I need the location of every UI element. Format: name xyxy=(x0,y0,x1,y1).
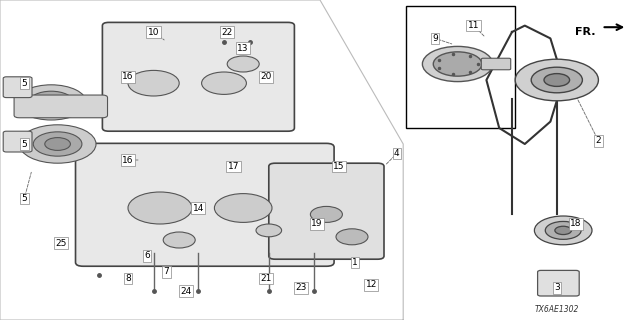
Circle shape xyxy=(40,97,63,108)
Circle shape xyxy=(310,206,342,222)
Text: 14: 14 xyxy=(193,204,204,212)
Circle shape xyxy=(33,132,82,156)
FancyBboxPatch shape xyxy=(102,22,294,131)
Text: 22: 22 xyxy=(221,28,233,36)
Circle shape xyxy=(544,74,570,86)
Circle shape xyxy=(534,216,592,245)
Text: 5: 5 xyxy=(22,79,27,88)
Text: 13: 13 xyxy=(237,44,249,52)
Text: 10: 10 xyxy=(148,28,159,36)
FancyBboxPatch shape xyxy=(3,131,32,152)
Text: 18: 18 xyxy=(570,220,582,228)
FancyBboxPatch shape xyxy=(76,143,334,266)
Circle shape xyxy=(227,56,259,72)
Text: 7: 7 xyxy=(164,268,169,276)
Circle shape xyxy=(433,52,482,76)
Circle shape xyxy=(128,192,192,224)
Circle shape xyxy=(214,194,272,222)
Circle shape xyxy=(545,221,581,239)
Circle shape xyxy=(128,70,179,96)
Circle shape xyxy=(16,85,86,120)
Circle shape xyxy=(256,224,282,237)
Text: 17: 17 xyxy=(228,162,239,171)
FancyBboxPatch shape xyxy=(269,163,384,259)
Text: 25: 25 xyxy=(55,239,67,248)
Text: 2: 2 xyxy=(596,136,601,145)
Text: 11: 11 xyxy=(468,21,479,30)
Text: 12: 12 xyxy=(365,280,377,289)
Text: 1: 1 xyxy=(353,258,358,267)
Circle shape xyxy=(29,91,74,114)
FancyBboxPatch shape xyxy=(481,58,511,70)
Text: 6: 6 xyxy=(145,252,150,260)
Text: 16: 16 xyxy=(122,156,134,164)
Text: 5: 5 xyxy=(22,140,27,148)
Text: 21: 21 xyxy=(260,274,271,283)
Text: 19: 19 xyxy=(311,220,323,228)
Circle shape xyxy=(202,72,246,94)
Circle shape xyxy=(163,232,195,248)
Circle shape xyxy=(555,226,572,235)
Text: 4: 4 xyxy=(394,149,399,158)
Text: 8: 8 xyxy=(125,274,131,283)
FancyBboxPatch shape xyxy=(14,95,108,118)
FancyBboxPatch shape xyxy=(538,270,579,296)
Circle shape xyxy=(422,46,493,82)
Text: FR.: FR. xyxy=(575,27,595,37)
Circle shape xyxy=(336,229,368,245)
Text: 15: 15 xyxy=(333,162,345,171)
Bar xyxy=(406,6,515,128)
Text: 23: 23 xyxy=(295,284,307,292)
Circle shape xyxy=(19,125,96,163)
Circle shape xyxy=(45,138,70,150)
Text: 20: 20 xyxy=(260,72,271,81)
Text: 9: 9 xyxy=(433,34,438,43)
Text: 16: 16 xyxy=(122,72,134,81)
FancyBboxPatch shape xyxy=(3,77,32,98)
Text: 24: 24 xyxy=(180,287,191,296)
Circle shape xyxy=(515,59,598,101)
Text: 5: 5 xyxy=(22,194,27,203)
Text: TX6AE1302: TX6AE1302 xyxy=(534,305,579,314)
Text: 3: 3 xyxy=(554,284,559,292)
Circle shape xyxy=(531,67,582,93)
